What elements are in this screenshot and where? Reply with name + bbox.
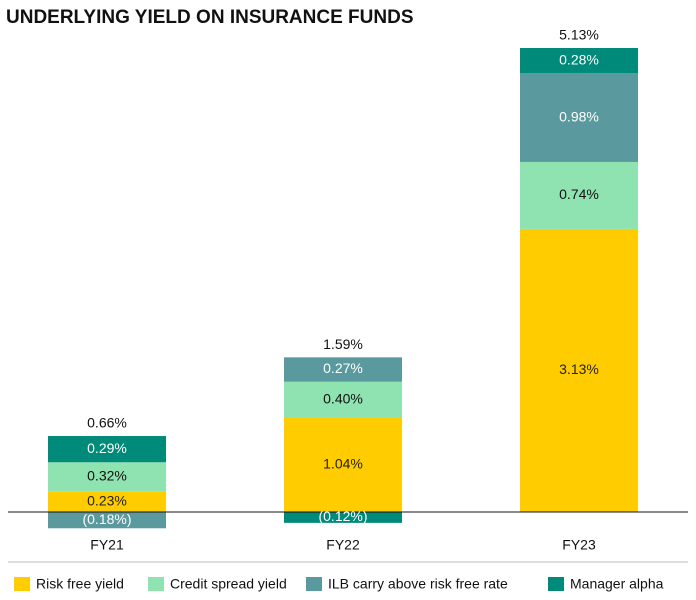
x-tick-label: FY21: [90, 537, 124, 553]
value-label: 0.40%: [323, 391, 363, 407]
bar-segment: [520, 161, 638, 229]
legend-swatch: [14, 577, 30, 591]
legend-label: Manager alpha: [570, 576, 664, 592]
value-label: 0.98%: [559, 108, 599, 124]
bar-segment: [520, 228, 638, 513]
value-label: (0.18%): [82, 511, 131, 527]
x-tick-label: FY22: [326, 537, 360, 553]
bar-segment: [48, 436, 166, 463]
value-label: 1.04%: [323, 456, 363, 472]
bar-segment: [284, 381, 402, 418]
value-label: 0.28%: [559, 51, 599, 67]
total-label: 0.66%: [87, 415, 127, 431]
value-label: 0.27%: [323, 360, 363, 376]
bar-segment: [284, 357, 402, 382]
value-label: (0.12%): [318, 508, 367, 524]
bar-segment: [48, 462, 166, 492]
legend-swatch: [548, 577, 564, 591]
bar-segment: [48, 491, 166, 512]
value-label: 0.32%: [87, 467, 127, 483]
total-label: 1.59%: [323, 336, 363, 352]
bar-segment: [284, 512, 402, 523]
x-tick-label: FY23: [562, 537, 596, 553]
value-label: 0.29%: [87, 440, 127, 456]
total-label: 5.13%: [559, 27, 599, 43]
legend-label: ILB carry above risk free rate: [328, 576, 508, 592]
chart-title: UNDERLYING YIELD ON INSURANCE FUNDS: [6, 7, 414, 28]
legend-swatch: [306, 577, 322, 591]
legend-swatch: [148, 577, 164, 591]
bar-segment: [520, 48, 638, 74]
bar-segment: [284, 417, 402, 512]
value-label: 3.13%: [559, 361, 599, 377]
value-label: 0.74%: [559, 186, 599, 202]
legend-label: Risk free yield: [36, 576, 124, 592]
bar-segment: [520, 73, 638, 162]
legend-label: Credit spread yield: [170, 576, 287, 592]
value-label: 0.23%: [87, 492, 127, 508]
bar-segment: [48, 512, 166, 529]
